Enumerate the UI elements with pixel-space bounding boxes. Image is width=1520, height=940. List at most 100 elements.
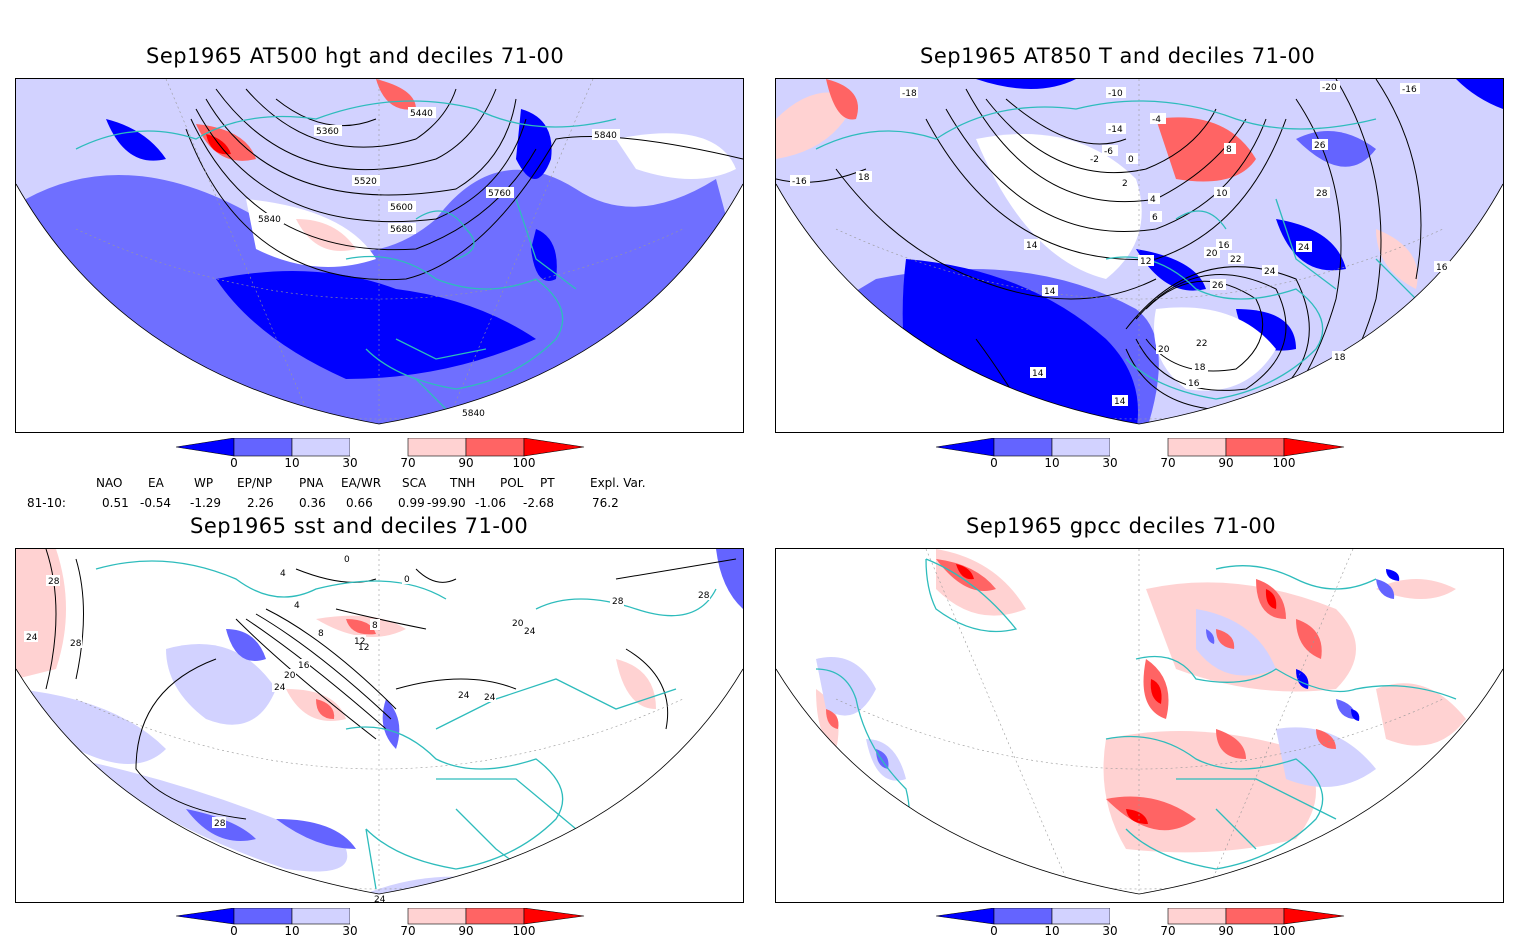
contour-label: 10 xyxy=(1216,189,1228,199)
tc-header: TNH xyxy=(450,476,476,490)
contour-label: 12 xyxy=(354,637,365,647)
panel-title-at850: Sep1965 AT850 T and deciles 71-00 xyxy=(920,44,1316,68)
colorbar-tick: 70 xyxy=(1160,456,1176,470)
colorbar-sst: 0 10 30 70 90 100 xyxy=(175,907,586,940)
colorbar-tick: 90 xyxy=(458,456,474,470)
map-at500-svg: 5360 5440 5520 5600 5680 5760 5840 5840 … xyxy=(16,79,743,425)
contour-label: 22 xyxy=(1196,339,1207,349)
contour-label: 2 xyxy=(1122,179,1128,189)
contour-label: 5760 xyxy=(488,189,511,199)
colorbar-at500: 0 10 30 70 90 100 xyxy=(175,437,586,474)
contour-label: -6 xyxy=(1104,147,1113,157)
teleconnection-table: NAO EA WP EP/NP PNA EA/WR SCA TNH POL PT… xyxy=(0,474,760,514)
contour-label: 8 xyxy=(372,621,378,631)
colorbar-tick: 70 xyxy=(1160,924,1176,938)
contour-label: 8 xyxy=(318,629,324,639)
tc-value: -0.54 xyxy=(140,496,172,510)
contour-label: 24 xyxy=(1298,243,1310,253)
contour-label: -4 xyxy=(1152,115,1161,125)
colorbar-tick: 0 xyxy=(990,924,998,938)
colorbar-tick: 90 xyxy=(1218,456,1234,470)
contour-label: 24 xyxy=(524,627,536,637)
contour-label: 20 xyxy=(284,671,296,681)
colorbar-tick: 10 xyxy=(284,456,300,470)
tc-value: -99.90 xyxy=(427,496,466,510)
contour-label: 26 xyxy=(1212,281,1224,291)
tc-header: SCA xyxy=(402,476,427,490)
contour-label: 24 xyxy=(484,693,496,703)
contour-label: 4 xyxy=(280,569,286,579)
colorbar-gpcc: 0 10 30 70 90 100 xyxy=(935,907,1346,940)
colorbar-tick: 0 xyxy=(230,456,238,470)
tc-header: WP xyxy=(194,476,214,490)
contour-label: 24 xyxy=(274,683,286,693)
tc-header: NAO xyxy=(96,476,123,490)
contour-label: 5440 xyxy=(410,109,433,119)
contour-label: 5600 xyxy=(390,203,413,213)
contour-label: 16 xyxy=(1218,241,1230,251)
tc-value: 76.2 xyxy=(592,496,619,510)
colorbar-tick: 30 xyxy=(1102,924,1118,938)
contour-label: 0 xyxy=(1128,155,1134,165)
colorbar-tick: 10 xyxy=(284,924,300,938)
tc-header: EA xyxy=(148,476,164,490)
tc-header: PT xyxy=(540,476,555,490)
contour-label: 14 xyxy=(1114,397,1126,407)
contour-label: 0 xyxy=(344,555,350,565)
tc-row-label: 81-10: xyxy=(27,496,66,510)
contour-label: -20 xyxy=(1322,83,1337,93)
colorbar-tick: 90 xyxy=(1218,924,1234,938)
contour-label: 6 xyxy=(1152,213,1158,223)
contour-label: 12 xyxy=(358,643,369,653)
tc-value: 0.66 xyxy=(346,496,373,510)
contour-label: 20 xyxy=(512,619,524,629)
contour-label: -14 xyxy=(1108,125,1123,135)
contour-label: 28 xyxy=(214,819,226,829)
colorbar-tick: 0 xyxy=(230,924,238,938)
contour-label: 20 xyxy=(1158,345,1170,355)
panel-title-at500: Sep1965 AT500 hgt and deciles 71-00 xyxy=(146,44,565,68)
contour-label: 0 xyxy=(404,575,410,585)
contour-label: 16 xyxy=(1188,379,1200,389)
contour-label: 28 xyxy=(70,639,82,649)
map-at850: -18 -10 -14 -4 -6 -2 0 2 4 6 8 10 12 14 … xyxy=(775,78,1504,433)
contour-label: 14 xyxy=(1044,287,1056,297)
colorbar-tick: 100 xyxy=(1272,456,1296,470)
contour-label: 18 xyxy=(1194,363,1206,373)
contour-label: 14 xyxy=(1026,241,1038,251)
contour-label: 16 xyxy=(1436,263,1448,273)
contour-label: 5840 xyxy=(258,215,281,225)
colorbar-tick: 10 xyxy=(1044,456,1060,470)
colorbar-tick: 90 xyxy=(458,924,474,938)
colorbar-tick: 70 xyxy=(400,924,416,938)
contour-label: 28 xyxy=(1316,189,1328,199)
tc-value: 0.36 xyxy=(299,496,326,510)
contour-label: 12 xyxy=(1140,257,1151,267)
colorbar-tick: 70 xyxy=(400,456,416,470)
map-gpcc-svg xyxy=(776,549,1503,902)
contour-label: -16 xyxy=(1402,85,1417,95)
contour-label: 5360 xyxy=(316,127,339,137)
contour-label: 4 xyxy=(294,601,300,611)
contour-label: 5840 xyxy=(594,131,617,141)
contour-label: 14 xyxy=(1032,369,1044,379)
colorbar-tick: 10 xyxy=(1044,924,1060,938)
panel-title-sst: Sep1965 sst and deciles 71-00 xyxy=(190,514,529,538)
coastlines xyxy=(75,100,617,410)
contour-label: 5840 xyxy=(462,409,485,419)
contour-label: 5680 xyxy=(390,225,413,235)
colorbar-tick: 100 xyxy=(512,924,536,938)
tc-value: -1.06 xyxy=(475,496,507,510)
tc-header: EP/NP xyxy=(237,476,273,490)
contour-label: -10 xyxy=(1108,89,1123,99)
colorbar-tick: 30 xyxy=(342,456,358,470)
contour-label: 28 xyxy=(612,597,624,607)
contour-label: 24 xyxy=(26,633,38,643)
tc-value: 0.99 xyxy=(398,496,425,510)
contour-label: 22 xyxy=(1230,255,1241,265)
contour-label: 18 xyxy=(858,173,870,183)
tc-header: POL xyxy=(500,476,524,490)
colorbar-at850: 0 10 30 70 90 100 xyxy=(935,437,1346,474)
map-gpcc xyxy=(775,548,1504,903)
tc-value: -2.68 xyxy=(523,496,555,510)
